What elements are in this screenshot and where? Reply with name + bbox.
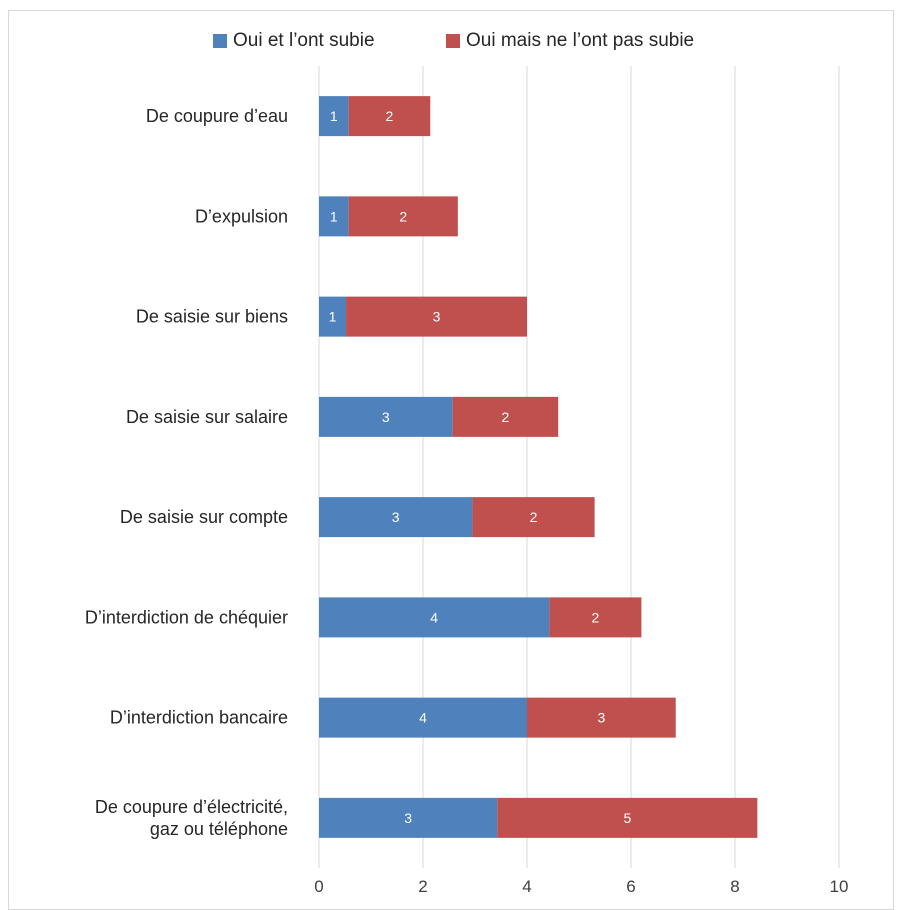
category-label-1: De coupure d’eau [146, 106, 288, 126]
bar-label-s2-c6: 2 [591, 609, 599, 625]
bar-label-s1-c5: 3 [392, 509, 400, 525]
bar-s1-c8 [319, 797, 498, 838]
bar-s2-c8 [497, 797, 758, 838]
bar-label-s2-c3: 3 [433, 309, 441, 325]
bar-s1-c3 [319, 296, 347, 337]
bar-label-s1-c2: 1 [330, 208, 338, 224]
bar-label-s1-c4: 3 [382, 409, 390, 425]
bar-label-s1-c3: 1 [329, 309, 337, 325]
legend-item-series-2: Oui mais ne l’ont pas subie [446, 30, 694, 52]
legend-swatch-series-1 [213, 34, 227, 48]
bar-s1-c6 [319, 597, 550, 638]
legend-swatch-series-2 [446, 34, 460, 48]
x-tick-label-4: 8 [730, 877, 739, 895]
x-tick-label-3: 6 [626, 877, 635, 895]
category-label-4: De saisie sur salaire [126, 407, 288, 427]
category-label-3: De saisie sur biens [136, 307, 288, 327]
bar-label-s1-c6: 4 [430, 609, 438, 625]
bar-s2-c6 [549, 597, 642, 638]
bar-label-s2-c4: 2 [502, 409, 510, 425]
bar-label-s2-c2: 2 [399, 208, 407, 224]
bar-label-s1-c1: 1 [330, 108, 338, 124]
bar-s2-c1 [348, 96, 431, 137]
bar-s2-c3 [346, 296, 527, 337]
bar-s2-c7 [527, 697, 676, 738]
x-tick-label-5: 10 [830, 877, 849, 895]
bar-s1-c1 [319, 96, 349, 137]
legend-item-series-1: Oui et l’ont subie [213, 30, 375, 52]
bar-label-s2-c7: 3 [597, 710, 605, 726]
x-tick-label-1: 2 [418, 877, 427, 895]
bar-s1-c4 [319, 396, 453, 437]
bar-label-s1-c7: 4 [419, 710, 427, 726]
bar-s2-c4 [452, 396, 559, 437]
category-label-2: D’expulsion [195, 206, 288, 226]
x-tick-label-2: 4 [522, 877, 531, 895]
category-label-7: D’interdiction bancaire [110, 708, 288, 728]
x-tick-label-0: 0 [314, 877, 323, 895]
bar-s1-c2 [319, 196, 349, 237]
legend-label-series-1: Oui et l’ont subie [233, 30, 375, 51]
bar-s1-c5 [319, 497, 473, 538]
bar-s2-c2 [348, 196, 458, 237]
bar-label-s2-c5: 2 [530, 509, 538, 525]
category-label-6: D’interdiction de chéquier [85, 607, 288, 627]
bar-s1-c7 [319, 697, 527, 738]
category-label-8: De coupure d’électricité, gaz ou téléphon… [95, 797, 288, 839]
bar-label-s2-c8: 5 [623, 810, 631, 826]
bar-label-s1-c8: 3 [404, 810, 412, 826]
legend-label-series-2: Oui mais ne l’ont pas subie [466, 30, 695, 51]
chart-legend: Oui et l’ont subie Oui mais ne l’ont pas… [0, 30, 897, 56]
bar-label-s2-c1: 2 [386, 108, 394, 124]
category-label-5: De saisie sur compte [120, 507, 288, 527]
bar-s2-c5 [472, 497, 595, 538]
